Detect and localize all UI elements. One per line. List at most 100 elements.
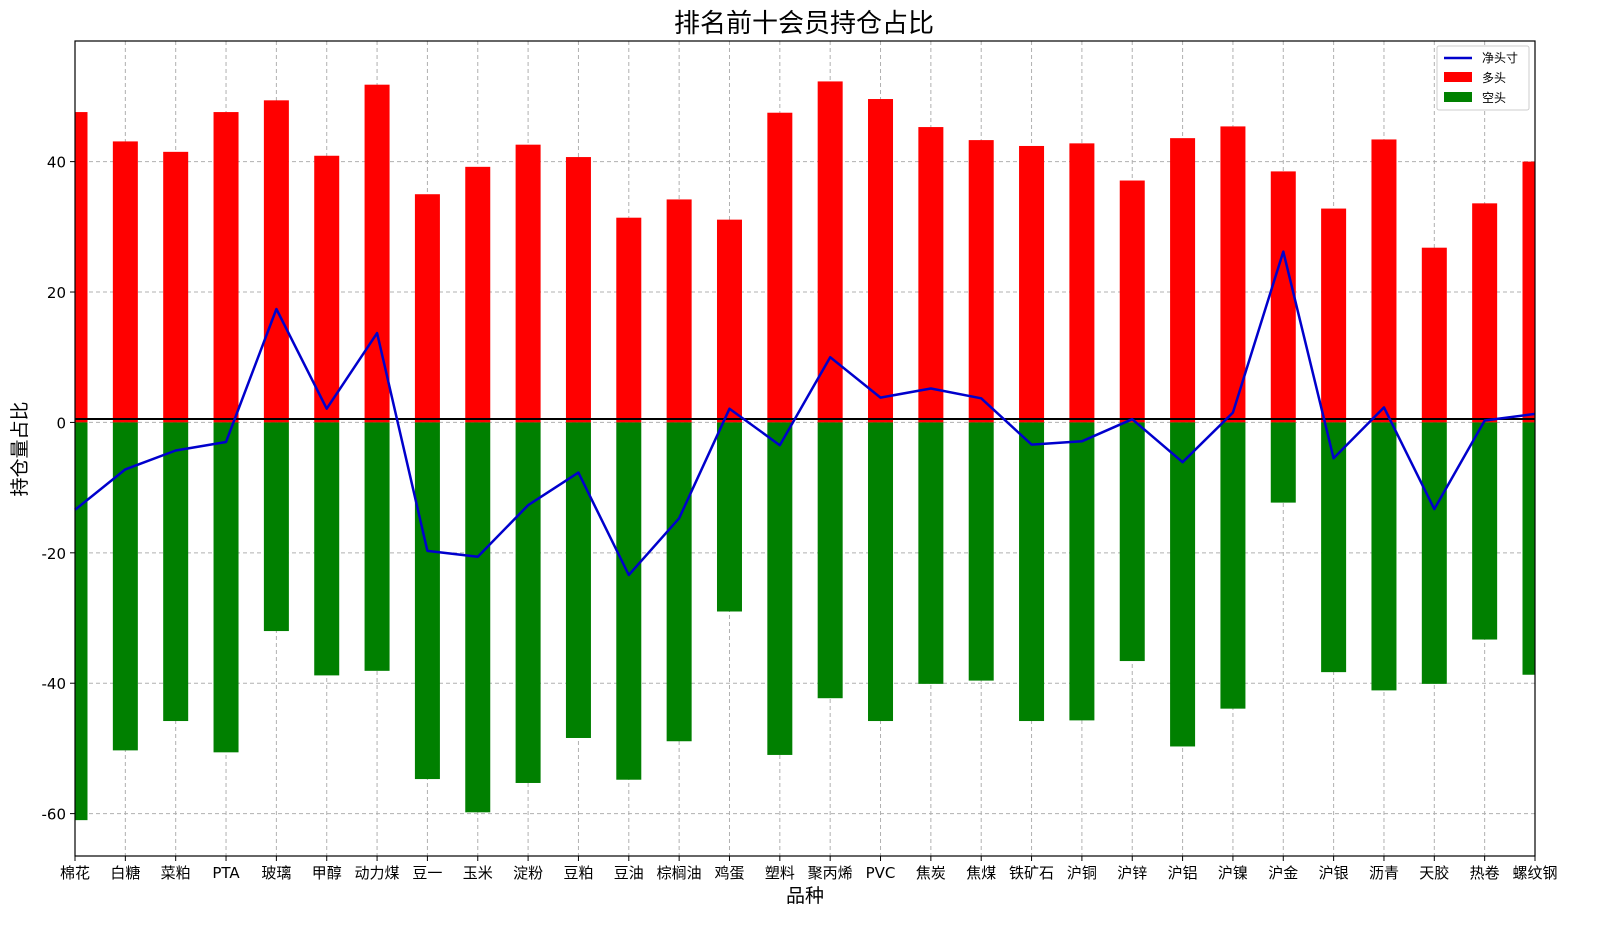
y-tick-label: -20 bbox=[42, 545, 67, 563]
short-bar bbox=[918, 422, 944, 684]
long-bar bbox=[565, 157, 591, 423]
short-bar bbox=[817, 422, 843, 699]
x-tick-label: 螺纹钢 bbox=[1512, 864, 1557, 882]
short-bar bbox=[616, 422, 642, 780]
short-bar bbox=[314, 422, 340, 676]
chart-title: 排名前十会员持仓占比 bbox=[674, 9, 934, 39]
long-bar bbox=[1321, 208, 1347, 423]
short-bar bbox=[1472, 422, 1498, 640]
short-bar bbox=[213, 422, 239, 753]
short-bar bbox=[666, 422, 692, 742]
x-tick-label: 淀粉 bbox=[513, 864, 543, 882]
bars bbox=[75, 81, 1535, 821]
short-bar bbox=[716, 422, 742, 612]
y-tick-label: 20 bbox=[47, 284, 66, 302]
plot-frame bbox=[74, 40, 1536, 857]
x-tick-label: 豆粕 bbox=[563, 864, 593, 882]
long-bar bbox=[767, 112, 793, 423]
short-bar bbox=[112, 422, 138, 751]
y-tick-label: -40 bbox=[42, 675, 67, 693]
long-bar bbox=[817, 81, 843, 423]
legend-label-short: 空头 bbox=[1482, 91, 1506, 105]
x-tick-label: 菜粕 bbox=[161, 864, 191, 882]
long-bar bbox=[515, 144, 541, 423]
y-tick-label: 40 bbox=[47, 154, 66, 172]
x-tick-label: 沪金 bbox=[1268, 864, 1298, 882]
legend-label-net: 净头寸 bbox=[1482, 51, 1518, 65]
long-bar bbox=[112, 141, 138, 423]
x-tick-label: 塑料 bbox=[765, 864, 795, 882]
legend-swatch-short bbox=[1444, 92, 1472, 102]
short-bar bbox=[868, 422, 894, 722]
long-bar bbox=[1472, 203, 1498, 423]
short-bar bbox=[1421, 422, 1447, 684]
short-bar bbox=[1270, 422, 1296, 503]
y-tick-label: -60 bbox=[42, 806, 67, 824]
long-bar bbox=[213, 112, 239, 423]
long-bar bbox=[1270, 171, 1296, 423]
short-bar bbox=[1069, 422, 1095, 721]
short-bar bbox=[565, 422, 591, 738]
x-tick-label: PVC bbox=[866, 864, 896, 882]
long-bar bbox=[1220, 126, 1246, 423]
short-bar bbox=[1019, 422, 1045, 722]
y-tick-label: 0 bbox=[56, 414, 66, 432]
x-tick-label: 沪铜 bbox=[1067, 864, 1097, 882]
short-bar bbox=[364, 422, 390, 671]
x-tick-label: 沪铝 bbox=[1168, 864, 1198, 882]
x-tick-label: 甲醇 bbox=[312, 864, 342, 882]
legend-swatch-long bbox=[1444, 72, 1472, 82]
short-bar bbox=[75, 422, 88, 821]
short-bar bbox=[1170, 422, 1196, 747]
long-bar bbox=[1170, 138, 1196, 423]
short-bar bbox=[968, 422, 994, 681]
short-bar bbox=[1321, 422, 1347, 673]
x-tick-label: 动力煤 bbox=[355, 864, 400, 882]
x-tick-label: 热卷 bbox=[1470, 864, 1500, 882]
x-tick-label: 沪银 bbox=[1319, 864, 1349, 882]
short-bar bbox=[465, 422, 491, 813]
long-bar bbox=[1069, 143, 1095, 423]
long-bar bbox=[1119, 180, 1145, 423]
x-tick-label: 棉花 bbox=[60, 864, 90, 882]
short-bar bbox=[1119, 422, 1145, 662]
short-bar bbox=[414, 422, 440, 780]
legend-label-long: 多头 bbox=[1482, 71, 1506, 85]
long-bar bbox=[868, 99, 894, 423]
short-bar bbox=[163, 422, 189, 722]
long-bar bbox=[968, 140, 994, 423]
long-bar bbox=[1522, 161, 1535, 423]
long-bar bbox=[716, 219, 742, 423]
x-tick-label: 沪锌 bbox=[1117, 864, 1147, 882]
legend: 净头寸 多头 空头 bbox=[1436, 45, 1530, 111]
long-bar bbox=[666, 199, 692, 423]
x-tick-label: 豆一 bbox=[412, 864, 442, 882]
grid bbox=[74, 41, 1536, 856]
x-tick-label: 铁矿石 bbox=[1009, 864, 1054, 882]
short-bar bbox=[767, 422, 793, 755]
short-bar bbox=[1522, 422, 1535, 675]
axis-ticks: -60 -40 -20 0 20 40 棉花 白糖 菜粕 PTA 玻璃 甲醇 动力煤 豆一 玉米 淀粉 豆粕 豆油… bbox=[42, 154, 1558, 882]
x-tick-label: 鸡蛋 bbox=[714, 864, 744, 882]
x-axis-label: 品种 bbox=[786, 885, 824, 907]
long-bar bbox=[314, 155, 340, 423]
x-tick-label: 天胶 bbox=[1419, 864, 1449, 882]
short-bar bbox=[263, 422, 289, 632]
long-bar bbox=[1371, 139, 1397, 423]
long-bar bbox=[75, 112, 88, 423]
long-bar bbox=[616, 217, 642, 423]
x-tick-label: 白糖 bbox=[110, 864, 140, 882]
long-bar bbox=[263, 100, 289, 423]
x-tick-label: 焦炭 bbox=[916, 864, 946, 882]
x-tick-label: 玉米 bbox=[463, 864, 493, 882]
y-axis-label: 持仓量占比 bbox=[9, 401, 31, 496]
x-tick-label: PTA bbox=[212, 864, 240, 882]
x-tick-label: 焦煤 bbox=[966, 864, 996, 882]
x-tick-label: 玻璃 bbox=[261, 864, 291, 882]
long-bar bbox=[465, 166, 491, 423]
x-tick-label: 聚丙烯 bbox=[808, 864, 853, 882]
long-bar bbox=[1421, 247, 1447, 423]
short-bar bbox=[1371, 422, 1397, 691]
long-bar bbox=[414, 194, 440, 423]
